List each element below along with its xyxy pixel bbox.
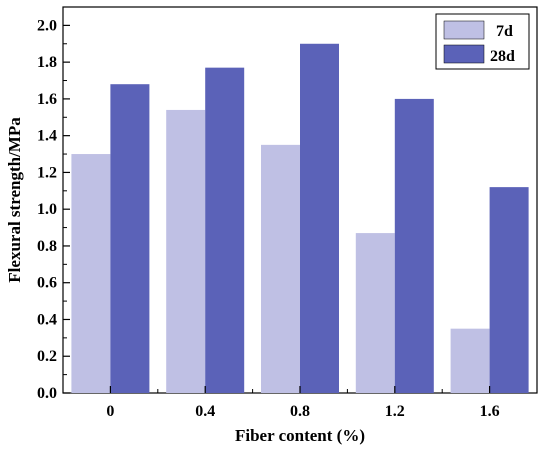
bar-7d-1.6: [450, 328, 490, 393]
y-axis: 0.0 0.2 0.4 0.6 0.8 1.0 1.2 1.4 1.6 1.8 2.0: [37, 17, 70, 402]
bar-28d-0.8: [300, 43, 339, 394]
x-tick-label: 1.6: [480, 403, 500, 420]
legend-swatch-28d: [443, 44, 485, 64]
bar-7d-1.2: [355, 233, 395, 393]
x-axis-title: Fiber content (%): [235, 426, 365, 445]
legend-swatch-7d: [443, 20, 485, 40]
bars-group: [71, 43, 529, 394]
bar-7d-0.8: [261, 144, 300, 393]
bar-28d-1.2: [394, 98, 434, 394]
x-tick-label: 0.8: [290, 403, 310, 420]
x-tick-label: 0: [106, 403, 114, 420]
x-tick-label: 0.4: [195, 403, 215, 420]
bar-7d-0: [71, 154, 111, 393]
legend-label-7d: 7d: [496, 23, 513, 40]
y-tick-label: 0.6: [37, 275, 57, 292]
y-tick-label: 1.4: [37, 128, 57, 145]
bar-28d-0.4: [205, 67, 245, 394]
y-tick-label: 0.0: [37, 385, 57, 402]
y-tick-label: 0.8: [37, 238, 57, 255]
y-tick-label: 2.0: [37, 17, 57, 34]
legend: 7d 28d: [435, 13, 530, 70]
y-tick-label: 0.4: [37, 311, 57, 328]
y-tick-label: 1.0: [37, 201, 57, 218]
y-tick-label: 1.8: [37, 54, 57, 71]
y-tick-label: 1.2: [37, 164, 57, 181]
x-axis: 0 0.4 0.8 1.2 1.6: [106, 386, 500, 420]
bar-28d-1.6: [489, 187, 529, 393]
y-tick-label: 1.6: [37, 91, 57, 108]
legend-label-28d: 28d: [490, 48, 515, 65]
bar-28d-0: [110, 84, 150, 393]
y-axis-title: Flexural strength/MPa: [5, 117, 24, 283]
y-tick-label: 0.2: [37, 348, 57, 365]
bar-7d-0.4: [166, 109, 206, 393]
x-tick-label: 1.2: [385, 403, 405, 420]
